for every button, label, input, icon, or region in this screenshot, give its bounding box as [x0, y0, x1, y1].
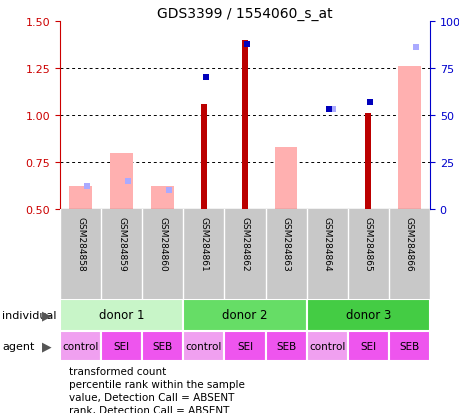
Bar	[265, 331, 306, 361]
Text: SEI: SEI	[359, 341, 375, 351]
Text: individual: individual	[2, 310, 56, 320]
Text: GSM284864: GSM284864	[322, 217, 331, 271]
Bar	[364, 114, 370, 209]
Text: SEI: SEI	[236, 341, 252, 351]
Text: control: control	[308, 341, 345, 351]
Text: GSM284862: GSM284862	[240, 217, 249, 271]
Bar	[142, 331, 183, 361]
Text: agent: agent	[2, 341, 34, 351]
Bar	[183, 299, 306, 331]
Bar	[60, 331, 101, 361]
Bar	[183, 331, 224, 361]
Text: GSM284863: GSM284863	[281, 217, 290, 271]
Bar	[306, 299, 429, 331]
Bar	[201, 104, 207, 209]
Text: SEB: SEB	[398, 341, 419, 351]
Bar	[388, 331, 429, 361]
Text: GSM284859: GSM284859	[117, 217, 126, 271]
Text: GSM284866: GSM284866	[404, 217, 413, 271]
Text: SEI: SEI	[113, 341, 129, 351]
Text: GSM284860: GSM284860	[158, 217, 167, 271]
Bar	[69, 187, 92, 209]
Bar	[274, 147, 297, 209]
Text: GSM284865: GSM284865	[363, 217, 372, 271]
Bar	[60, 299, 183, 331]
Text: rank, Detection Call = ABSENT: rank, Detection Call = ABSENT	[69, 405, 229, 413]
Text: donor 2: donor 2	[222, 309, 267, 322]
Text: donor 1: donor 1	[99, 309, 144, 322]
Text: SEB: SEB	[275, 341, 296, 351]
Text: donor 3: donor 3	[345, 309, 390, 322]
Bar	[101, 331, 142, 361]
Text: SEB: SEB	[152, 341, 173, 351]
Bar	[397, 67, 420, 209]
Text: ▶: ▶	[42, 309, 52, 322]
Bar	[241, 41, 247, 209]
Bar	[347, 331, 388, 361]
Bar	[110, 153, 133, 209]
Text: control: control	[185, 341, 222, 351]
Bar	[151, 187, 174, 209]
Bar	[60, 209, 429, 299]
Text: value, Detection Call = ABSENT: value, Detection Call = ABSENT	[69, 392, 234, 402]
Bar	[306, 331, 347, 361]
Text: control: control	[62, 341, 99, 351]
Text: GSM284861: GSM284861	[199, 217, 208, 271]
Title: GDS3399 / 1554060_s_at: GDS3399 / 1554060_s_at	[157, 7, 332, 21]
Text: transformed count: transformed count	[69, 366, 166, 376]
Text: GSM284858: GSM284858	[76, 217, 85, 271]
Text: ▶: ▶	[42, 339, 52, 353]
Text: percentile rank within the sample: percentile rank within the sample	[69, 379, 244, 389]
Bar	[224, 331, 265, 361]
